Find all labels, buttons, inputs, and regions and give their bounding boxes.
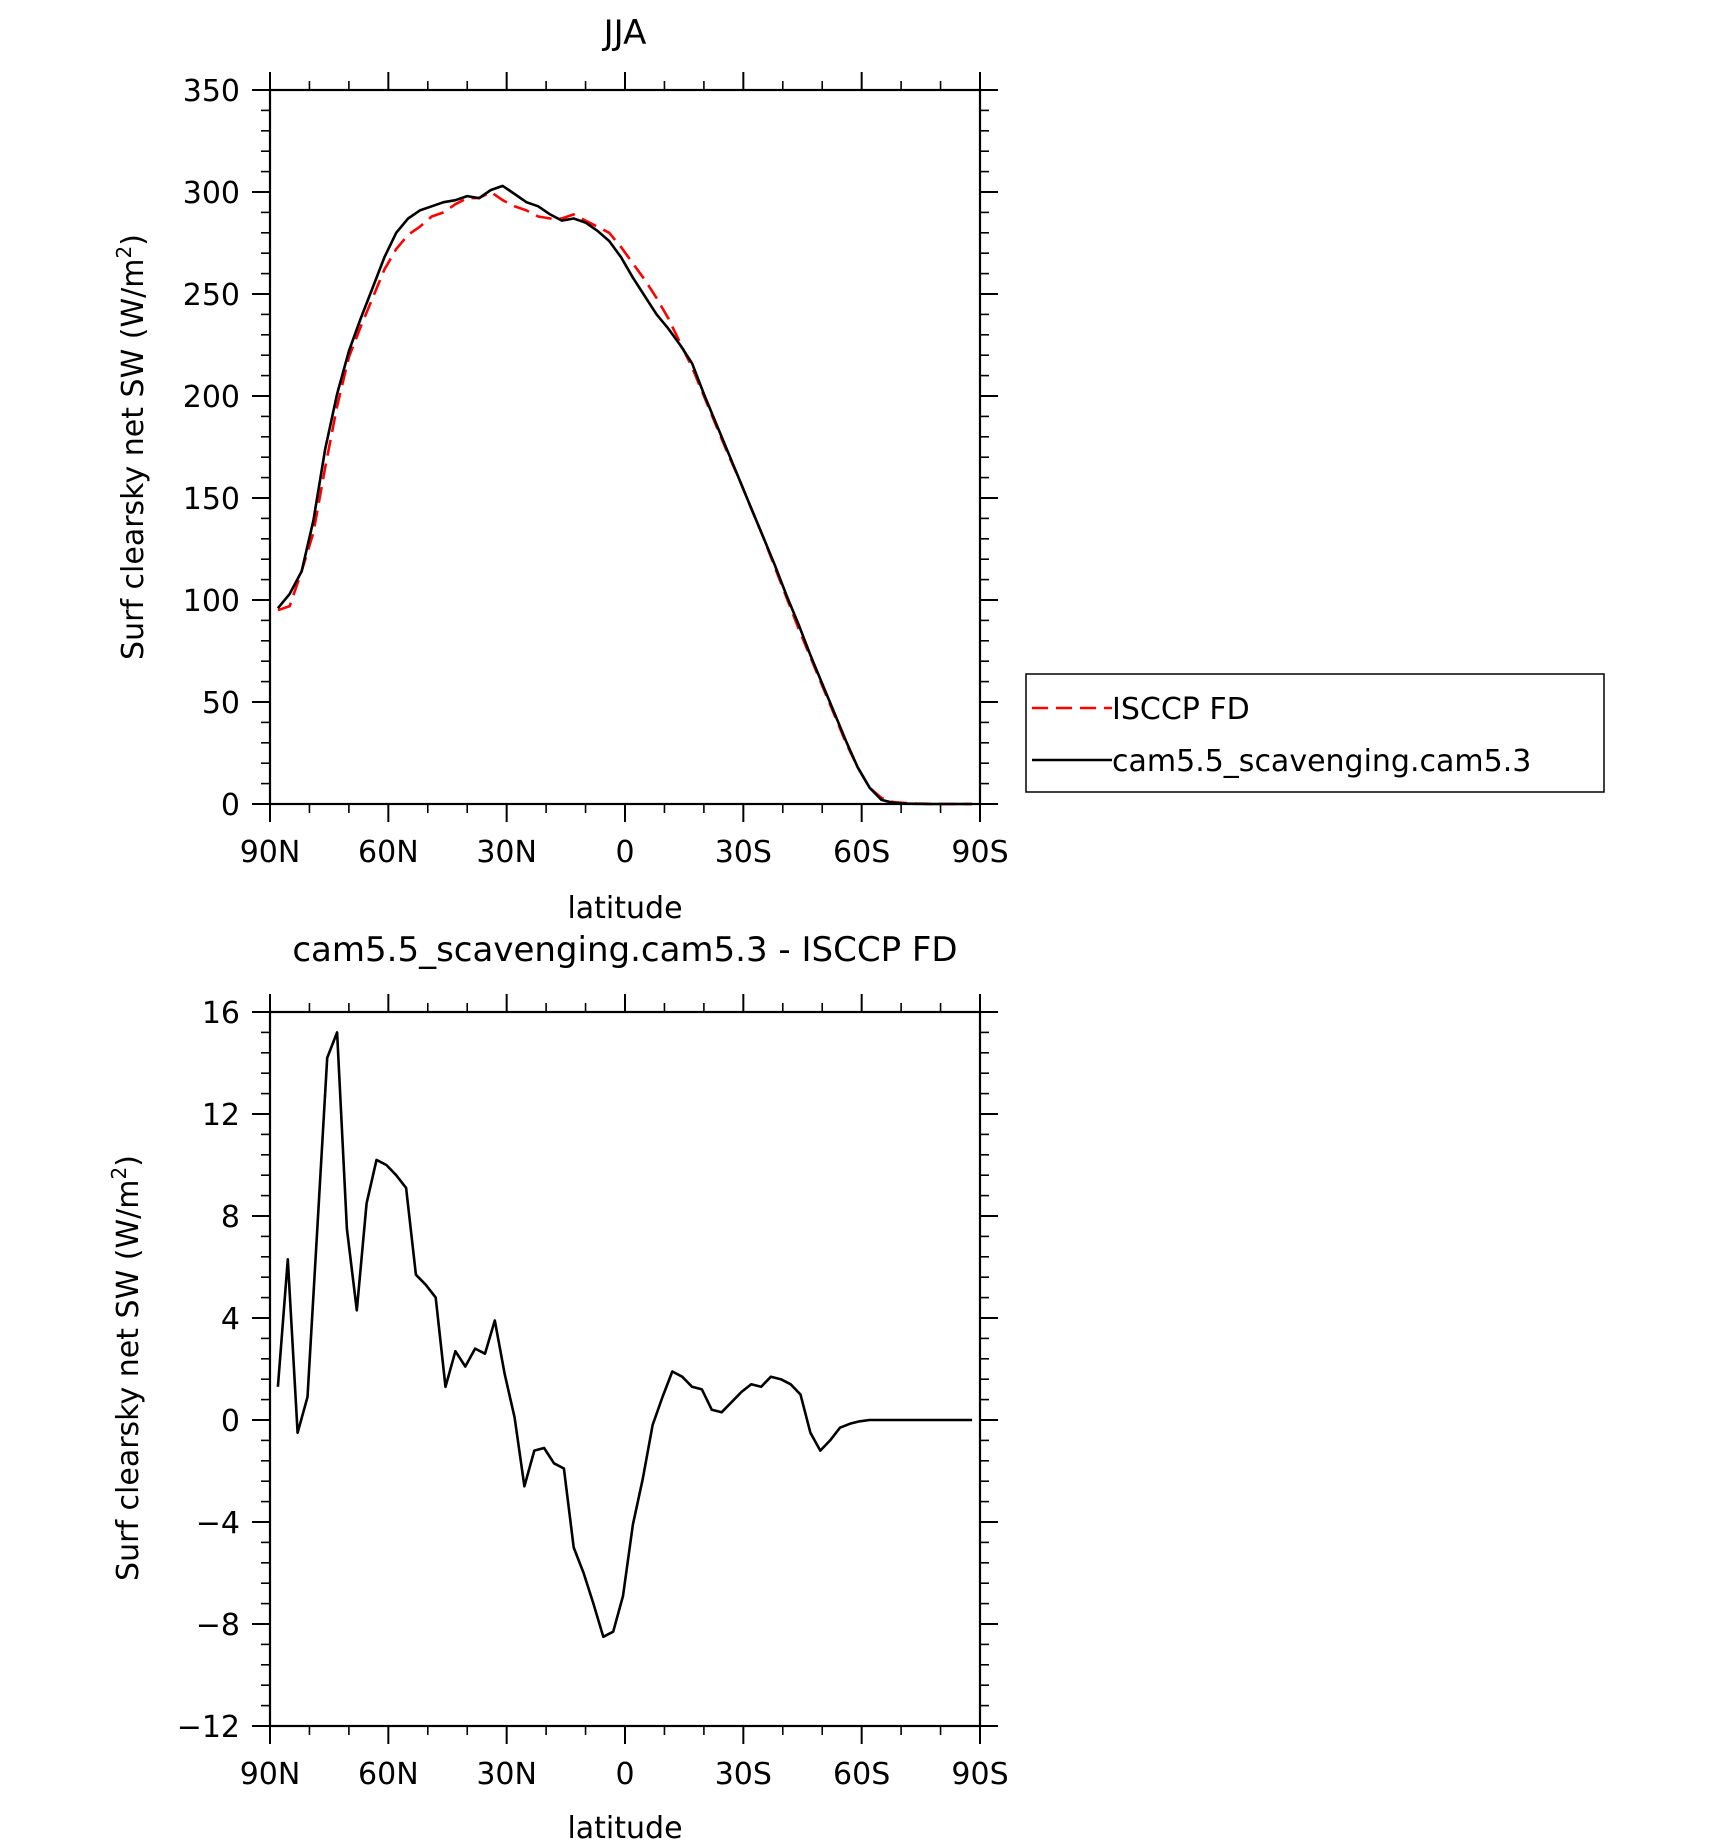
x-tick-label: 90N: [240, 835, 301, 870]
x-tick-label: 30N: [476, 1757, 537, 1792]
ticks-top: 90N 60N 30N 0 30S 60S 90S 0 50 100 150 200 250 300 350: [183, 72, 1009, 870]
y-tick-label: 150: [183, 482, 240, 517]
legend-label-cam: cam5.5_scavenging.cam5.3: [1112, 744, 1531, 779]
y-axis-label: Surf clearsky net SW (W/m2): [112, 234, 151, 660]
x-axis-label: latitude: [567, 1811, 682, 1844]
series-group-top: [276, 184, 973, 806]
legend: ISCCP FD cam5.5_scavenging.cam5.3: [1025, 673, 1605, 793]
y-tick-label: 0: [221, 1404, 240, 1439]
x-tick-label: 60S: [833, 835, 890, 870]
plot-frame-top: [268, 88, 982, 806]
x-tick-label: 90S: [951, 1757, 1008, 1792]
y-tick-label: 250: [183, 278, 240, 313]
x-tick-label: 60N: [358, 1757, 419, 1792]
y-tick-label: 8: [221, 1200, 240, 1235]
x-tick-label: 0: [615, 1757, 634, 1792]
chart-title: JJA: [602, 13, 647, 53]
y-tick-label: −4: [196, 1506, 240, 1541]
x-axis-label: latitude: [567, 891, 682, 926]
series-line-top-0: [277, 190, 973, 806]
x-tick-label: 30S: [715, 1757, 772, 1792]
y-tick-label: 100: [183, 584, 240, 619]
x-tick-label: 0: [615, 835, 634, 870]
y-axis-label-main: Surf clearsky net SW (W/m: [116, 259, 151, 660]
y-tick-label: 200: [183, 380, 240, 415]
series-group-bottom: [276, 1031, 973, 1639]
y-tick-label: 300: [183, 176, 240, 211]
y-axis-label-superscript: 2: [112, 246, 136, 259]
y-tick-label: 12: [202, 1098, 240, 1133]
x-tick-label: 30N: [476, 835, 537, 870]
y-axis-label-main: Surf clearsky net SW (W/m: [111, 1180, 146, 1581]
y-tick-label: 350: [183, 74, 240, 109]
chart-top-panel: JJA 90N 60N 30N 0 30S 60S 90S 0 50 100 150 200 250 30…: [112, 13, 1009, 926]
y-axis-label: Surf clearsky net SW (W/m2): [107, 1155, 146, 1581]
y-tick-label: −12: [177, 1710, 240, 1745]
chart-title: cam5.5_scavenging.cam5.3 - ISCCP FD: [292, 930, 957, 970]
series-line-top-1: [276, 184, 973, 806]
x-tick-label: 60N: [358, 835, 419, 870]
y-tick-label: −8: [196, 1608, 240, 1643]
y-tick-label: 0: [221, 788, 240, 823]
chart-bottom-panel: cam5.5_scavenging.cam5.3 - ISCCP FD 90N 6…: [107, 930, 1009, 1844]
y-axis-label-close: ): [116, 234, 151, 246]
y-tick-label: 50: [202, 686, 240, 721]
y-axis-label-close: ): [111, 1155, 146, 1167]
legend-label-isccp: ISCCP FD: [1112, 692, 1250, 727]
x-tick-label: 90S: [951, 835, 1008, 870]
y-axis-label-superscript: 2: [107, 1167, 131, 1180]
x-tick-label: 30S: [715, 835, 772, 870]
plot-frame-bottom: [268, 1010, 982, 1728]
legend-box: [1025, 673, 1605, 793]
x-tick-label: 60S: [833, 1757, 890, 1792]
ticks-bottom: 90N 60N 30N 0 30S 60S 90S −12 −8 −4 0 4 8 12 16: [177, 994, 1009, 1792]
y-tick-label: 4: [221, 1302, 240, 1337]
series-line-bottom-0: [276, 1031, 973, 1639]
x-tick-label: 90N: [240, 1757, 301, 1792]
y-tick-label: 16: [202, 996, 240, 1031]
